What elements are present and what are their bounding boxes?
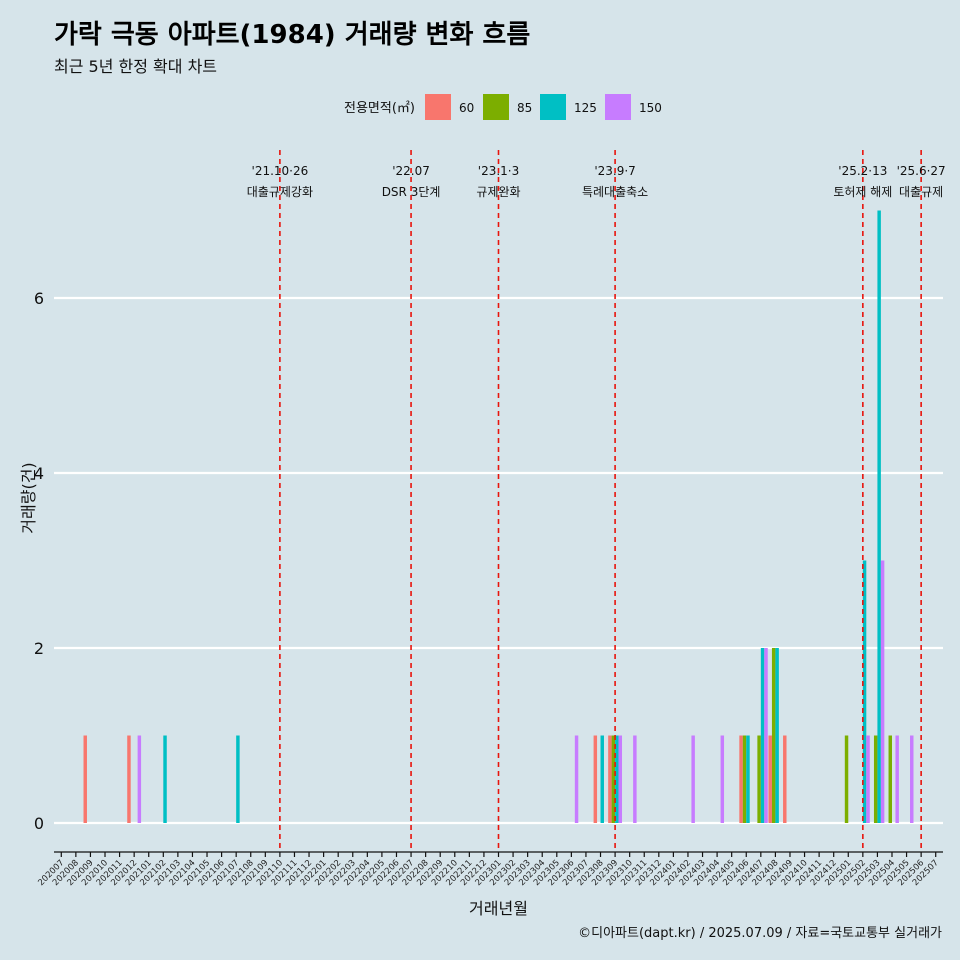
event-date-202502: '25.2·13 (838, 164, 887, 178)
bar-85-202503 (873, 735, 878, 823)
event-date-202506: '25.6·27 (897, 164, 946, 178)
bar-150-202310 (633, 735, 637, 823)
bar-85-202407 (757, 735, 761, 823)
bar-125-202407 (760, 648, 765, 823)
bar-150-202402 (691, 735, 695, 823)
y-tick-label: 4 (34, 464, 44, 483)
event-label-202506: 대출규제 (899, 185, 943, 199)
chart-subtitle: 최근 5년 한정 확대 차트 (54, 57, 218, 76)
event-label-202207: DSR 3단계 (382, 185, 441, 199)
legend-label-125: 125 (574, 101, 597, 115)
bar-125-202502 (862, 560, 867, 823)
event-date-202309: '23.9·7 (594, 164, 635, 178)
legend-swatch-125 (540, 94, 566, 120)
chart-title: 가락 극동 아파트(1984) 거래량 변화 흐름 (54, 20, 531, 50)
bar-60-202408 (768, 735, 772, 823)
bar-85-202406 (742, 735, 747, 823)
bar-125-202408 (775, 648, 779, 823)
bar-60-202012 (127, 735, 131, 823)
bar-150-202502 (866, 735, 870, 823)
legend-swatch-150 (605, 94, 631, 120)
bar-150-202012 (137, 735, 142, 823)
bar-60-202409 (783, 735, 787, 823)
bar-125-202309 (615, 735, 619, 823)
bar-125-202406 (746, 735, 750, 823)
chart-caption: ©디아파트(dapt.kr) / 2025.07.09 / 자료=국토교통부 실… (578, 926, 942, 941)
event-label-202301: 규제완화 (476, 185, 520, 199)
y-tick-label: 2 (34, 639, 44, 658)
event-label-202110: 대출규제강화 (247, 185, 313, 199)
bar-60-202309 (608, 735, 612, 823)
event-label-202309: 특례대출축소 (582, 185, 648, 199)
legend-title: 전용면적(㎡) (344, 101, 415, 116)
event-date-202301: '23.1·3 (478, 164, 519, 178)
bar-125-202107 (236, 735, 240, 823)
y-tick-label: 6 (34, 289, 44, 308)
event-label-202502: 토허제 해제 (833, 185, 892, 199)
bar-85-202408 (771, 648, 776, 823)
legend-swatch-85 (483, 94, 509, 120)
bar-150-202306 (574, 735, 579, 823)
legend-label-60: 60 (459, 101, 474, 115)
x-axis-title: 거래년월 (469, 899, 528, 918)
bar-85-202504 (888, 735, 892, 823)
bar-125-202102 (163, 735, 167, 823)
bar-60-202406 (739, 735, 743, 823)
bar-60-202308 (593, 735, 598, 823)
bar-125-202503 (877, 210, 881, 823)
legend-swatch-60 (425, 94, 451, 120)
bar-150-202503 (880, 560, 885, 823)
bar-150-202309 (618, 735, 623, 823)
bar-60-202009 (83, 735, 87, 823)
y-axis-title: 거래량(건) (19, 462, 38, 533)
event-date-202207: '22.07 (392, 164, 430, 178)
bar-125-202308 (600, 735, 604, 823)
bar-85-202501 (844, 735, 849, 823)
bar-85-202309 (611, 735, 616, 823)
legend-label-150: 150 (639, 101, 662, 115)
event-date-202110: '21.10·26 (252, 164, 309, 178)
bar-150-202505 (910, 735, 914, 823)
y-tick-label: 0 (34, 814, 44, 833)
legend-label-85: 85 (517, 101, 532, 115)
bar-150-202504 (895, 735, 899, 823)
bar-150-202404 (720, 735, 725, 823)
bar-150-202407 (764, 648, 768, 823)
